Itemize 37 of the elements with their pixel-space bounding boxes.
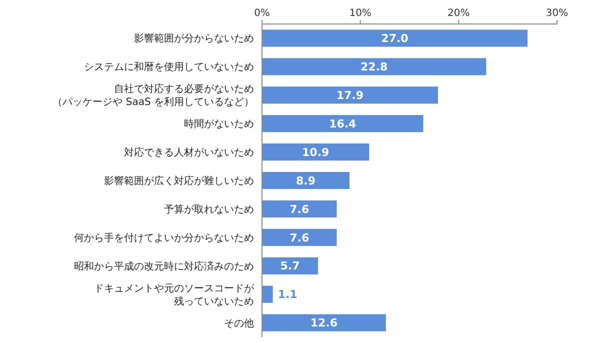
data-label: 8.9 [296, 174, 316, 188]
x-tick-label: 20% [448, 8, 470, 19]
y-tick-label: 予算が取れないため [164, 203, 254, 216]
bar [262, 172, 350, 190]
bar [262, 30, 528, 47]
bar [262, 257, 318, 274]
data-label: 16.4 [329, 117, 357, 130]
x-tick-label: 10% [349, 8, 372, 19]
bar [262, 144, 370, 161]
bar [262, 58, 486, 76]
x-tick-label: 30% [546, 8, 568, 19]
y-tick-label: 自社で対応する必要がないため（パッケージや SaaS を利用しているなど） [52, 83, 254, 108]
bar [262, 86, 438, 104]
data-label: 5.7 [280, 260, 300, 273]
bar [262, 314, 386, 332]
y-tick-label: 対応できる人材がいないため [124, 146, 254, 159]
data-label: 12.6 [310, 316, 338, 330]
data-label: 7.6 [290, 231, 310, 244]
data-label: 1.1 [278, 288, 298, 302]
data-label: 10.9 [302, 146, 330, 159]
data-label: 17.9 [336, 88, 364, 102]
data-label: 22.8 [360, 60, 388, 74]
y-tick-label: 何から手を付けてよいか分からないため [74, 232, 254, 244]
y-tick-label: 影響範囲が分からないため [134, 32, 254, 45]
bar [262, 228, 337, 246]
bar [262, 286, 273, 303]
x-tick-label: 0% [254, 8, 270, 19]
bar [262, 200, 337, 218]
data-label: 27.0 [381, 32, 409, 46]
bar [262, 115, 424, 132]
y-tick-label: システムに和暦を使用していないため [84, 61, 254, 74]
y-tick-label: 影響範囲が広く対応が難しいため [104, 175, 254, 187]
y-tick-label: その他 [224, 317, 254, 330]
y-tick-label: 時間がないため [184, 118, 254, 130]
y-tick-label: 昭和から平成の改元時に対応済みのため [74, 260, 254, 272]
data-label: 7.6 [290, 202, 310, 216]
y-tick-label: ドキュメントや元のソースコードが残っていないため [94, 283, 255, 308]
